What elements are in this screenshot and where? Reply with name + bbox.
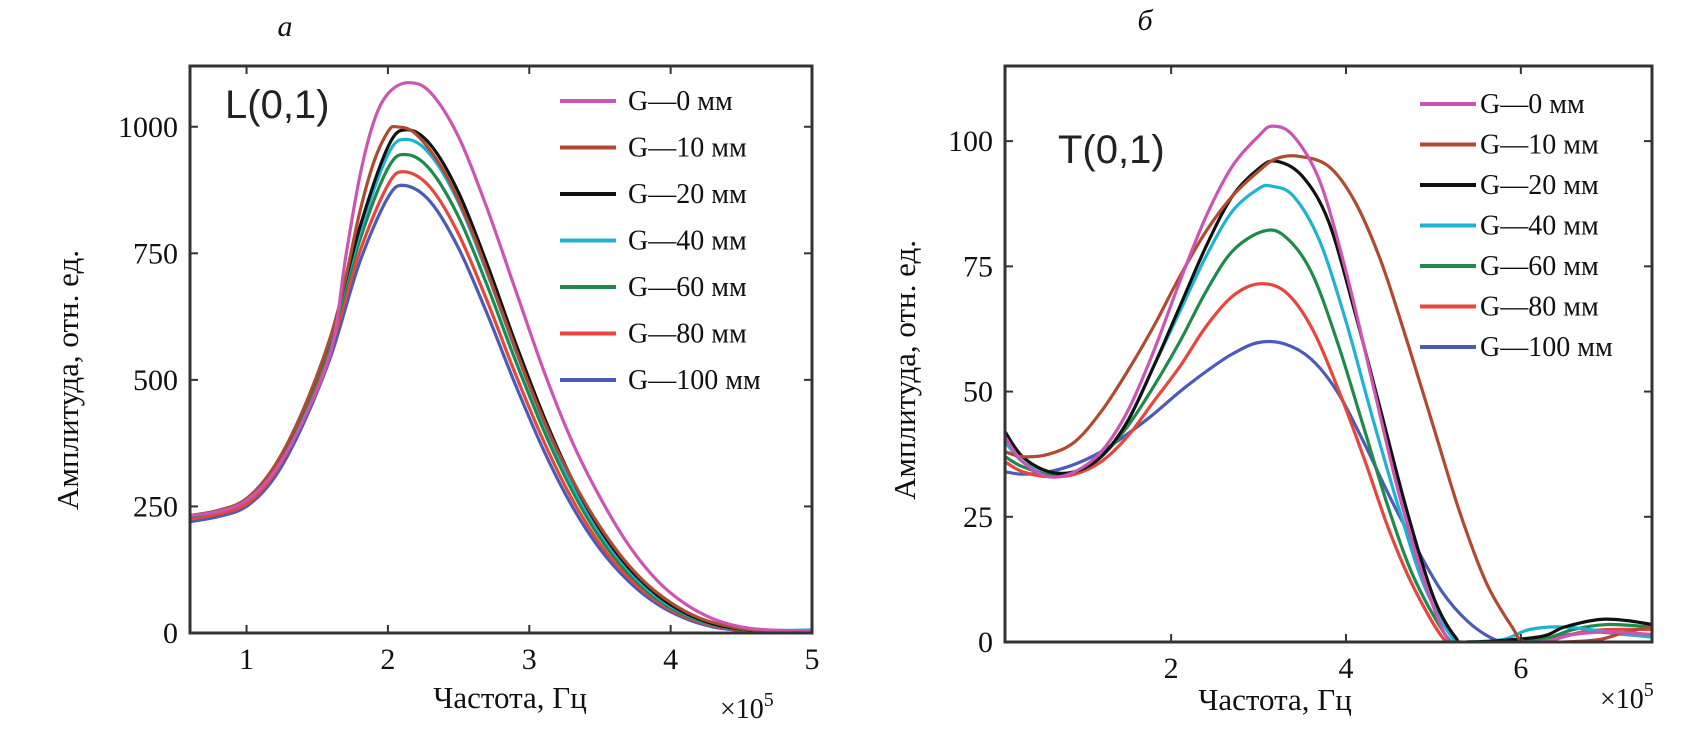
legend-label-b-2: G—20 мм (1480, 170, 1599, 201)
legend-label-a-2: G—20 мм (628, 179, 747, 210)
legend-label-a-0: G—0 мм (628, 86, 733, 117)
series-line-b-6 (1005, 339, 1652, 642)
x-axis-title-a: Частота, Гц (433, 680, 587, 715)
y-tick-label-b-0: 0 (978, 626, 993, 659)
y-tick-label-b-2: 50 (963, 376, 993, 409)
panel-label-b: б (1137, 4, 1153, 37)
legend-item-b-0: G—0 мм (1420, 89, 1585, 120)
legend-b: G—0 мм G—10 мм G—20 мм G—40 мм G—60 мм G—80 м… (1420, 89, 1613, 363)
series-line-b-2 (1005, 159, 1652, 642)
x-tick-label-b-2: 6 (1513, 652, 1528, 685)
series-group-a (190, 81, 812, 633)
mode-annotation-b: T(0,1) (1058, 128, 1165, 172)
x-multiplier-a: ×105 (720, 689, 774, 725)
legend-item-b-3: G—40 мм (1420, 211, 1599, 242)
y-tick-label-a-2: 500 (133, 364, 178, 397)
plot-frame-a (188, 64, 814, 635)
x-tick-label-b-1: 4 (1338, 652, 1353, 685)
legend-item-a-1: G—10 мм (560, 133, 747, 164)
x-tick-label-b-0: 2 (1164, 652, 1179, 685)
chart-panel-b: б 2 4 6 0 25 50 75 100 T(0,1) Амплитуда, отн. е… (887, 4, 1654, 717)
x-axis-title-b: Частота, Гц (1198, 682, 1352, 717)
legend-label-b-5: G—80 мм (1480, 292, 1599, 323)
legend-item-a-3: G—40 мм (560, 226, 747, 257)
legend-item-a-5: G—80 мм (560, 319, 747, 350)
x-tick-label-a-0: 1 (239, 643, 254, 676)
legend-item-b-5: G—80 мм (1420, 292, 1599, 323)
chart-panel-a: а 1 2 3 4 5 0 250 500 750 1000 L(0,1) Амплитуда, … (50, 10, 820, 725)
legend-label-a-4: G—60 мм (628, 272, 747, 303)
x-tick-label-a-4: 5 (805, 643, 820, 676)
y-tick-label-b-3: 75 (963, 250, 993, 283)
legend-label-a-3: G—40 мм (628, 226, 747, 257)
y-tick-label-a-0: 0 (163, 617, 178, 650)
legend-label-a-5: G—80 мм (628, 319, 747, 350)
legend-item-a-2: G—20 мм (560, 179, 747, 210)
x-multiplier-b: ×105 (1600, 679, 1654, 715)
legend-label-b-0: G—0 мм (1480, 89, 1585, 120)
plot-area-a: 1 2 3 4 5 0 250 500 750 1000 (118, 64, 820, 676)
legend-a: G—0 мм G—10 мм G—20 мм G—40 мм G—60 мм G—80 м… (560, 86, 761, 396)
legend-label-b-3: G—40 мм (1480, 211, 1599, 242)
legend-label-b-4: G—60 мм (1480, 251, 1599, 282)
x-multiplier-base-b: ×10 (1600, 684, 1644, 715)
legend-item-b-6: G—100 мм (1420, 332, 1613, 363)
legend-item-b-1: G—10 мм (1420, 130, 1599, 161)
legend-item-a-0: G—0 мм (560, 86, 733, 117)
x-multiplier-exp-a: 5 (764, 689, 774, 711)
y-tick-label-a-1: 250 (133, 490, 178, 523)
legend-item-a-6: G—100 мм (560, 365, 761, 396)
y-axis-title-a: Амплитуда, отн. ед. (50, 250, 85, 510)
mode-annotation-a: L(0,1) (225, 83, 330, 127)
legend-label-a-6: G—100 мм (628, 365, 761, 396)
legend-item-b-2: G—20 мм (1420, 170, 1599, 201)
series-group-b (1005, 124, 1652, 642)
x-tick-label-a-1: 2 (380, 643, 395, 676)
y-axis-title-b: Амплитуда, отн. ед. (887, 240, 922, 500)
y-tick-label-a-4: 1000 (118, 111, 178, 144)
x-multiplier-base-a: ×10 (720, 694, 764, 725)
legend-label-a-1: G—10 мм (628, 133, 747, 164)
y-tick-label-a-3: 750 (133, 237, 178, 270)
series-line-a-0 (190, 81, 812, 633)
y-tick-label-b-4: 100 (948, 125, 993, 158)
legend-label-b-1: G—10 мм (1480, 130, 1599, 161)
series-line-a-1 (190, 124, 812, 633)
plot-area-b: 2 4 6 0 25 50 75 100 (948, 64, 1654, 685)
y-tick-label-b-1: 25 (963, 501, 993, 534)
plot-frame-b (1003, 64, 1654, 644)
legend-label-b-6: G—100 мм (1480, 332, 1613, 363)
x-tick-label-a-2: 3 (522, 643, 537, 676)
legend-item-a-4: G—60 мм (560, 272, 747, 303)
series-line-b-0 (1005, 124, 1652, 642)
panel-label-a: а (278, 10, 293, 43)
legend-item-b-4: G—60 мм (1420, 251, 1599, 282)
x-multiplier-exp-b: 5 (1644, 679, 1654, 701)
x-tick-label-a-3: 4 (663, 643, 678, 676)
